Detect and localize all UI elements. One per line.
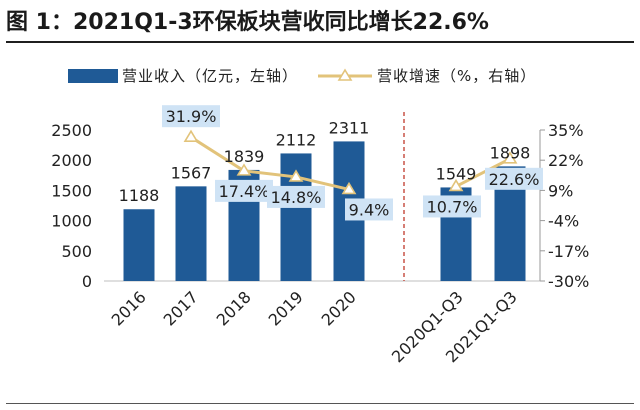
growth-value-label: 31.9%: [166, 107, 217, 126]
legend-triangle-marker-icon: [337, 68, 353, 81]
growth-point-marker: [341, 181, 357, 195]
growth-label-box: [485, 167, 543, 190]
x-tick-label: 2018: [213, 287, 255, 329]
x-tick-label: 2019: [265, 287, 307, 329]
growth-line-series: [183, 129, 518, 195]
figure-title: 图 1：2021Q1-3环保板块营收同比增长22.6%: [6, 10, 489, 35]
bar-value-label: 2112: [276, 130, 317, 149]
revenue-bar: [175, 186, 207, 281]
legend-bar-label: 营业收入（亿元，左轴）: [122, 67, 298, 85]
growth-value-label: 17.4%: [219, 182, 270, 201]
left-y-tick-label: 0: [82, 272, 92, 291]
x-tick-label: 2017: [160, 287, 202, 329]
growth-line: [455, 157, 511, 188]
growth-point-marker: [288, 169, 304, 182]
growth-value-label: 22.6%: [489, 170, 540, 189]
bar-value-label: 1898: [490, 143, 531, 162]
growth-label-box: [267, 185, 325, 208]
right-y-tick-label: -30%: [548, 272, 589, 291]
bar-value-label: 1839: [224, 147, 265, 166]
title-rule: [6, 41, 634, 43]
bottom-rule: [6, 403, 634, 404]
x-tick-label: 2016: [108, 287, 150, 329]
growth-value-label: 9.4%: [349, 200, 390, 219]
chart-legend: 营业收入（亿元，左轴） 营收增速（%，右轴）: [68, 67, 536, 85]
x-tick-label: 2020: [318, 287, 360, 329]
right-y-tick-label: 35%: [548, 121, 584, 140]
growth-label-box: [215, 179, 273, 202]
bar-value-label: 1567: [171, 163, 212, 182]
growth-point-marker: [502, 151, 518, 164]
left-y-tick-label: 2500: [51, 121, 92, 140]
growth-point-marker: [236, 163, 252, 176]
revenue-bar: [123, 209, 155, 281]
growth-value-label: 14.8%: [271, 188, 322, 207]
legend-bar-swatch: [68, 69, 118, 83]
bar-value-label: 1549: [436, 164, 477, 183]
right-y-tick-label: 22%: [548, 151, 584, 170]
bar-value-label: 1188: [119, 186, 160, 205]
right-y-tick-label: 9%: [548, 181, 573, 200]
left-y-tick-label: 1000: [51, 212, 92, 231]
growth-line: [190, 135, 350, 191]
growth-label-box: [162, 105, 220, 128]
left-y-tick-label: 2000: [51, 151, 92, 170]
growth-label-box: [423, 195, 481, 218]
growth-value-label: 10.7%: [427, 197, 478, 216]
legend-line-label: 营收增速（%，右轴）: [377, 67, 536, 85]
data-labels: 1188 1567 1839 2112 2311 1549 1898 31.9% 17.4% 14…: [119, 105, 543, 221]
bar-value-label: 2311: [329, 118, 370, 137]
left-y-tick-label: 1500: [51, 181, 92, 200]
right-y-tick-label: -4%: [548, 212, 579, 231]
growth-point-marker: [448, 178, 464, 192]
growth-label-box: [345, 198, 393, 221]
left-y-tick-label: 500: [61, 242, 92, 261]
right-y-tick-label: -17%: [548, 242, 589, 261]
growth-point-marker: [183, 129, 199, 143]
